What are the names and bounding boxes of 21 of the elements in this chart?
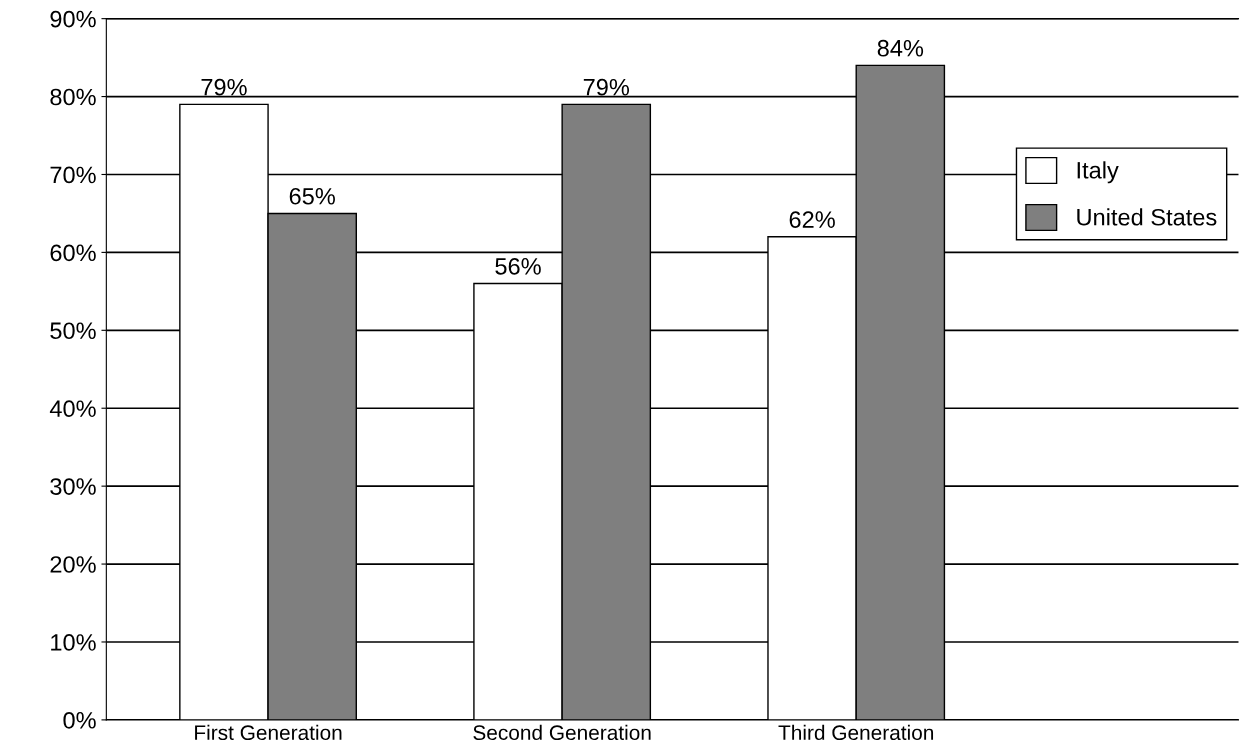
legend-label: Italy [1077,161,1119,184]
x-tick-label: First Generation [195,724,342,741]
y-tick-label: 50% [50,322,96,340]
y-tick-label: 60% [50,244,96,262]
x-tick-label: Second Generation [473,724,651,741]
legend-label: United States [1077,208,1217,226]
data-label: 65% [289,187,335,205]
y-tick-label: 40% [49,400,96,418]
y-tick-label: 10% [51,634,96,651]
x-tick-label: Third Generation [778,724,934,741]
y-tick-label: 20% [50,556,96,573]
data-label: 56% [495,258,541,275]
data-label: 79% [583,78,630,96]
y-tick-label: 30% [50,478,96,495]
y-tick-label: 90% [50,10,96,28]
y-tick-label: 80% [50,88,96,106]
data-label: 79% [201,78,247,96]
y-tick-label: 0% [63,711,96,729]
data-label: 62% [789,211,835,228]
y-tick-label: 70% [50,166,96,184]
data-label: 84% [877,39,924,57]
